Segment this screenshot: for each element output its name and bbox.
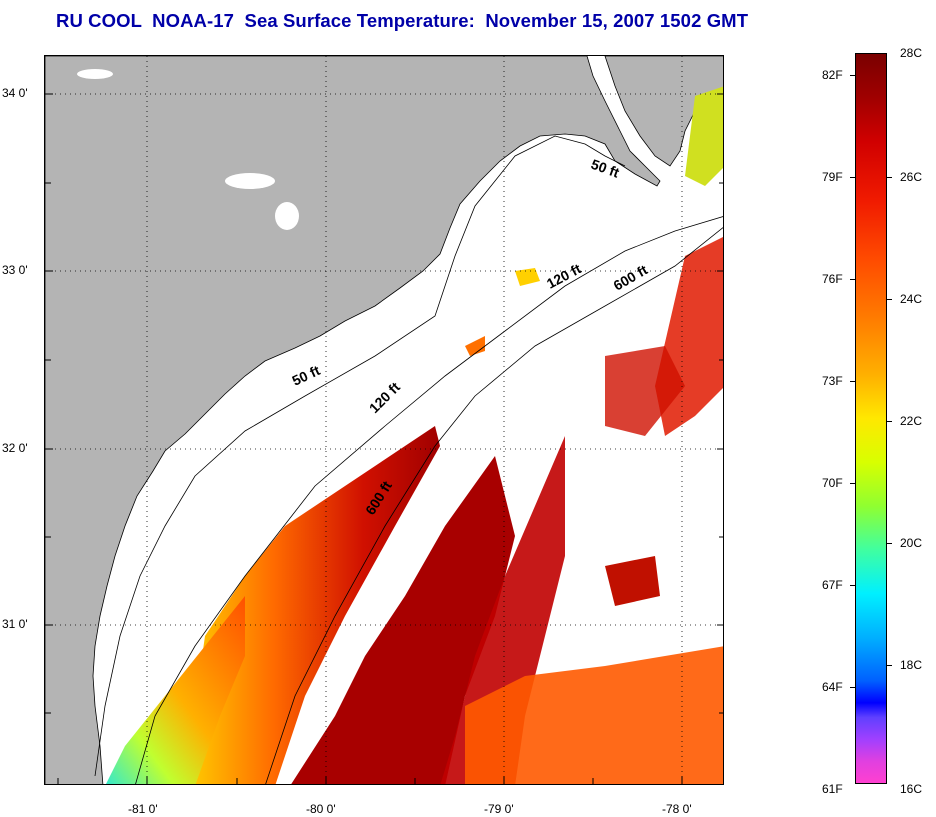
colorbar-tick: [850, 687, 855, 688]
sst-south-patch: [465, 646, 723, 784]
colorbar-f-label: 70F: [822, 476, 843, 490]
colorbar-tick: [850, 483, 855, 484]
colorbar-tick: [850, 381, 855, 382]
colorbar-tick: [887, 543, 892, 544]
land-mass-ne: [604, 56, 723, 167]
colorbar-tick: [850, 75, 855, 76]
isobath-label: 600 ft: [611, 261, 651, 293]
colorbar-f-label: 67F: [822, 578, 843, 592]
sst-map: 50 ft 50 ft 120 ft 120 ft 600 ft 600 ft: [44, 55, 724, 785]
sst-mid-patch: [605, 346, 685, 436]
colorbar-tick: [850, 279, 855, 280]
colorbar-f-label: 64F: [822, 680, 843, 694]
lat-label: 33 0': [2, 263, 28, 277]
lon-label: -81 0': [128, 802, 158, 816]
colorbar-c-label: 20C: [900, 536, 923, 550]
lake: [275, 202, 299, 230]
colorbar-c-label: 22C: [900, 414, 923, 428]
sst-map-canvas: 50 ft 50 ft 120 ft 120 ft 600 ft 600 ft: [45, 56, 723, 784]
colorbar-c-label: 16C: [900, 782, 923, 796]
colorbar-tick: [887, 665, 892, 666]
colorbar-tick: [887, 177, 892, 178]
sst-offshore-band: [291, 456, 515, 784]
land-mass: [45, 56, 661, 784]
isobath-50ft: [94, 135, 626, 777]
colorbar-c-label: 18C: [900, 658, 923, 672]
sst-offshore-band-2: [440, 436, 565, 784]
axis-ticks: [45, 93, 723, 784]
lat-label: 34 0': [2, 86, 28, 100]
colorbar-tick: [850, 585, 855, 586]
colorbar-tick: [887, 421, 892, 422]
colorbar-tick: [887, 299, 892, 300]
sst-warm-band: [185, 426, 440, 784]
lat-label: 32 0': [2, 441, 28, 455]
colorbar-f-label: 82F: [822, 68, 843, 82]
lake: [225, 173, 275, 189]
map-title: RU COOL NOAA-17 Sea Surface Temperature:…: [56, 10, 749, 31]
colorbar-c-label: 28C: [900, 46, 923, 60]
lat-label: 31 0': [2, 617, 28, 631]
sst-shelf-patch-2: [465, 336, 485, 356]
sst-east-mid: [605, 556, 660, 606]
colorbar-f-label: 79F: [822, 170, 843, 184]
lon-label: -79 0': [484, 802, 514, 816]
lon-label: -78 0': [662, 802, 692, 816]
isobath-label: 50 ft: [290, 362, 323, 389]
colorbar-tick: [850, 177, 855, 178]
lake: [77, 69, 113, 79]
colorbar-f-label: 73F: [822, 374, 843, 388]
lon-label: -80 0': [306, 802, 336, 816]
colorbar-f-label: 76F: [822, 272, 843, 286]
colorbar: [855, 53, 887, 784]
graticule: [45, 56, 723, 784]
sst-shelf-patch: [515, 268, 540, 286]
isobath-label: 120 ft: [366, 379, 403, 416]
colorbar-f-label: 61F: [822, 782, 843, 796]
colorbar-c-label: 24C: [900, 292, 923, 306]
isobath-120ft: [135, 216, 723, 784]
colorbar-c-label: 26C: [900, 170, 923, 184]
sst-ne-patch: [685, 86, 723, 186]
sst-sw-coastal: [106, 596, 245, 784]
isobath-600ft: [265, 227, 723, 784]
